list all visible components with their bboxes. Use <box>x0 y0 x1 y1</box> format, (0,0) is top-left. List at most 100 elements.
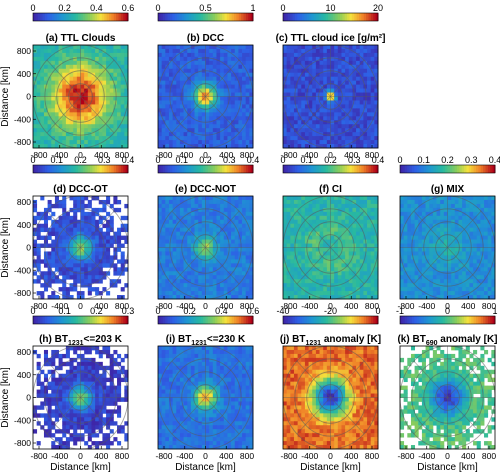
heatmap-cell <box>363 279 368 284</box>
heatmap-cell <box>432 275 437 280</box>
heatmap-cell <box>194 267 199 272</box>
heatmap-cell <box>249 88 254 93</box>
heatmap-cell <box>301 88 306 93</box>
heatmap-cell <box>102 251 107 256</box>
heatmap-cell <box>330 283 335 288</box>
heatmap-cell <box>98 243 103 248</box>
heatmap-cell <box>194 211 199 217</box>
heatmap-cell <box>165 96 170 101</box>
heatmap-cell <box>425 239 430 244</box>
heatmap-cell <box>436 279 441 284</box>
heatmap-cell <box>352 275 357 280</box>
colorbar-swatch <box>299 165 303 173</box>
heatmap-cell <box>367 136 372 141</box>
heatmap-cell <box>102 207 107 213</box>
heatmap-cell <box>312 104 317 109</box>
heatmap-cell <box>462 247 467 252</box>
heatmap-cell <box>330 275 335 280</box>
heatmap-cell <box>400 207 405 213</box>
heatmap-cell <box>480 279 485 284</box>
heatmap-cell <box>400 199 405 205</box>
heatmap-cell <box>187 108 192 113</box>
heatmap-cell <box>443 231 448 237</box>
heatmap-cell <box>245 231 250 237</box>
heatmap-cell <box>356 211 361 217</box>
heatmap-cell <box>480 283 485 288</box>
heatmap-cell <box>190 247 195 252</box>
colorbar-frame <box>282 12 379 22</box>
heatmap-cell <box>436 243 441 248</box>
heatmap-cell <box>484 283 489 288</box>
heatmap-cell <box>194 239 199 244</box>
colorbar-swatch <box>351 13 355 21</box>
heatmap-cell <box>36 60 41 66</box>
heatmap-cell <box>65 132 70 137</box>
heatmap-cell <box>400 247 405 252</box>
heatmap-cell <box>124 96 129 101</box>
heatmap-cell <box>363 140 368 145</box>
heatmap-cell <box>183 291 188 296</box>
heatmap-cell <box>161 48 166 54</box>
y-tick-label: -800 <box>14 137 31 147</box>
heatmap-cell <box>65 271 70 276</box>
heatmap-cell <box>341 64 346 70</box>
heatmap-cell <box>359 136 364 141</box>
heatmap-cell <box>194 291 199 296</box>
heatmap-cell <box>234 132 239 137</box>
heatmap-cell <box>190 196 195 201</box>
heatmap-cell <box>334 80 339 86</box>
heatmap-cell <box>323 295 328 300</box>
heatmap-cell <box>491 207 496 213</box>
heatmap-cell <box>319 144 324 149</box>
heatmap-cell <box>290 251 295 256</box>
heatmap-cell <box>183 295 188 300</box>
heatmap-cell <box>47 92 52 97</box>
heatmap-cell <box>227 72 232 78</box>
heatmap-cell <box>374 255 379 260</box>
heatmap-cell <box>410 263 416 268</box>
heatmap-cell <box>429 259 434 264</box>
heatmap-cell <box>73 275 78 280</box>
heatmap-cell <box>363 287 368 292</box>
heatmap-cell <box>183 64 188 70</box>
heatmap-cell <box>117 56 122 62</box>
heatmap-cell <box>480 267 485 272</box>
heatmap-cell <box>334 295 339 300</box>
heatmap-cell <box>194 219 199 225</box>
heatmap-cell <box>290 112 295 117</box>
heatmap-cell <box>102 287 107 292</box>
heatmap-cell <box>58 247 63 252</box>
heatmap-cell <box>117 207 122 213</box>
heatmap-cell <box>283 199 288 205</box>
heatmap-cell <box>113 271 118 276</box>
heatmap-cell <box>231 72 236 78</box>
heatmap-cell <box>158 219 163 225</box>
heatmap-cell <box>54 84 59 89</box>
heatmap-cell <box>54 263 59 268</box>
heatmap-cell <box>245 271 250 276</box>
heatmap-cell <box>36 251 41 256</box>
heatmap-cell <box>36 291 41 296</box>
heatmap-cell <box>297 84 302 89</box>
heatmap-cell <box>205 48 210 54</box>
heatmap-cell <box>87 203 92 209</box>
heatmap-cell <box>293 239 299 244</box>
heatmap-cell <box>312 196 317 201</box>
heatmap-cell <box>36 64 41 70</box>
heatmap-cell <box>304 136 309 141</box>
heatmap-cell <box>73 112 78 117</box>
heatmap-cell <box>348 255 353 260</box>
heatmap-cell <box>363 96 368 101</box>
heatmap-cell <box>117 84 122 89</box>
heatmap-cell <box>176 144 181 149</box>
heatmap-cell <box>220 291 225 296</box>
heatmap-cell <box>330 60 335 66</box>
x-tick-label: -400 <box>51 150 68 160</box>
heatmap-cell <box>187 120 192 125</box>
heatmap-cell <box>326 215 331 221</box>
heatmap-cell <box>297 207 302 213</box>
heatmap-cell <box>158 227 163 233</box>
heatmap-cell <box>356 219 361 225</box>
colorbar-swatch <box>366 165 369 173</box>
heatmap-cell <box>187 92 192 97</box>
